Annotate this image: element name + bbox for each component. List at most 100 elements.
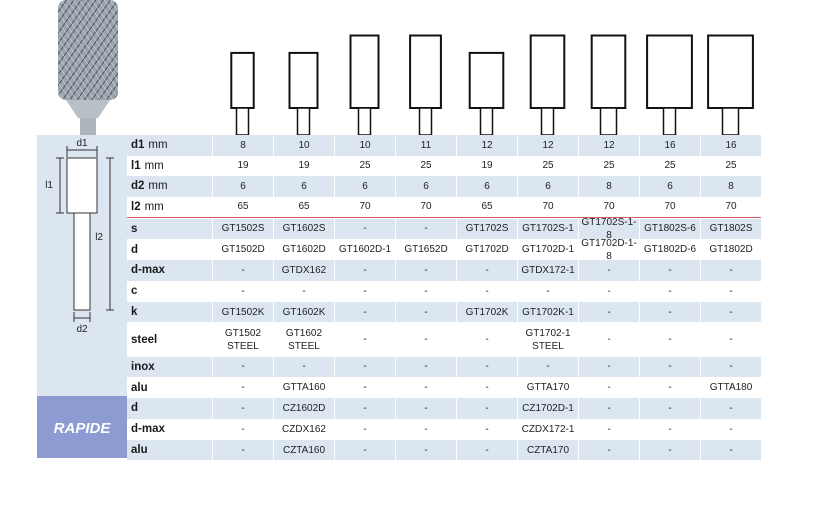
cell: 16 bbox=[700, 135, 761, 156]
unit: mm bbox=[144, 200, 164, 213]
row-label: d bbox=[127, 398, 212, 419]
rapide-label: RAPIDE bbox=[54, 420, 112, 437]
cell: 12 bbox=[456, 135, 517, 156]
tool-shank bbox=[235, 107, 250, 136]
label-text: d2 bbox=[131, 180, 145, 193]
cell: GT1702K bbox=[456, 301, 517, 323]
diagram-label: l2 bbox=[95, 232, 103, 243]
tool-shank bbox=[540, 107, 555, 136]
cell: 6 bbox=[456, 176, 517, 197]
row-label: l1 mm bbox=[127, 155, 212, 176]
diagram-label: d1 bbox=[76, 138, 88, 149]
cell: GT1602D bbox=[273, 239, 334, 261]
tool-head bbox=[288, 51, 319, 109]
cell: GT1702D bbox=[456, 239, 517, 261]
cell: 70 bbox=[517, 196, 578, 217]
cell: GT1702D-1-8 bbox=[578, 238, 639, 262]
cell: 10 bbox=[273, 135, 334, 156]
label-text: s bbox=[131, 222, 138, 235]
cell: 25 bbox=[639, 155, 700, 176]
cell: - bbox=[578, 398, 639, 419]
cell: - bbox=[639, 322, 700, 357]
cell: 25 bbox=[334, 155, 395, 176]
cell: - bbox=[334, 280, 395, 302]
tool-shank bbox=[296, 107, 311, 136]
cell: - bbox=[395, 439, 456, 461]
label-text: alu bbox=[131, 444, 148, 457]
cell: 11 bbox=[395, 135, 456, 156]
cell: - bbox=[212, 356, 273, 378]
cell: - bbox=[395, 398, 456, 419]
cell: GT1702-1 STEEL bbox=[517, 322, 578, 357]
tool-head bbox=[590, 34, 627, 109]
cell: - bbox=[334, 218, 395, 240]
cell: - bbox=[456, 418, 517, 440]
label-text: inox bbox=[131, 360, 155, 373]
cell: 12 bbox=[578, 135, 639, 156]
cell: - bbox=[578, 301, 639, 323]
label-text: d bbox=[131, 243, 139, 256]
row-label: d-max bbox=[127, 418, 212, 440]
unit: mm bbox=[148, 139, 168, 152]
cell: GT1502D bbox=[212, 239, 273, 261]
cell: 6 bbox=[395, 176, 456, 197]
label-text: d-max bbox=[131, 264, 165, 277]
cell: - bbox=[700, 439, 761, 461]
cell: 19 bbox=[456, 155, 517, 176]
cell: - bbox=[578, 418, 639, 440]
cell: 19 bbox=[212, 155, 273, 176]
cell: - bbox=[578, 356, 639, 378]
cell: - bbox=[395, 377, 456, 399]
cell: GT1702D-1 bbox=[517, 239, 578, 261]
cell: GT1502 STEEL bbox=[212, 322, 273, 357]
cell: 25 bbox=[578, 155, 639, 176]
cell: - bbox=[334, 377, 395, 399]
cell: GT1802D bbox=[700, 239, 761, 261]
cell: - bbox=[456, 322, 517, 357]
cell: - bbox=[700, 398, 761, 419]
cell: 10 bbox=[334, 135, 395, 156]
cell: GTTA180 bbox=[700, 377, 761, 399]
cell: - bbox=[456, 280, 517, 302]
cell: 25 bbox=[700, 155, 761, 176]
cell: 6 bbox=[273, 176, 334, 197]
cell: - bbox=[395, 218, 456, 240]
tool-shank bbox=[662, 107, 677, 136]
cell: - bbox=[639, 377, 700, 399]
cell: - bbox=[639, 398, 700, 419]
cell: - bbox=[395, 301, 456, 323]
tool-head bbox=[646, 34, 693, 109]
cell: 70 bbox=[395, 196, 456, 217]
cell: GT1802S-6 bbox=[639, 218, 700, 240]
cell: 8 bbox=[212, 135, 273, 156]
tool-head bbox=[529, 34, 566, 109]
cell: - bbox=[395, 260, 456, 281]
cell: GT1702S bbox=[456, 218, 517, 240]
cell: - bbox=[395, 322, 456, 357]
row-label: k bbox=[127, 301, 212, 323]
label-text: l1 bbox=[131, 159, 141, 172]
cell: - bbox=[700, 280, 761, 302]
cell: GTTA160 bbox=[273, 377, 334, 399]
cell: - bbox=[700, 418, 761, 440]
cell: - bbox=[212, 418, 273, 440]
cell: CZ1702D-1 bbox=[517, 398, 578, 419]
row-label: d1 mm bbox=[127, 135, 212, 156]
cell: - bbox=[456, 377, 517, 399]
cell: GTDX162 bbox=[273, 260, 334, 281]
cell: 65 bbox=[456, 196, 517, 217]
cell: 70 bbox=[639, 196, 700, 217]
cell: 70 bbox=[578, 196, 639, 217]
cell: - bbox=[700, 301, 761, 323]
cell: - bbox=[273, 280, 334, 302]
cell: - bbox=[212, 280, 273, 302]
row-label: d-max bbox=[127, 260, 212, 281]
row-label: alu bbox=[127, 439, 212, 461]
tool-shank bbox=[479, 107, 494, 136]
cell: - bbox=[517, 356, 578, 378]
cell: - bbox=[334, 418, 395, 440]
cell: 6 bbox=[517, 176, 578, 197]
cell: - bbox=[517, 280, 578, 302]
label-text: alu bbox=[131, 381, 148, 394]
diagram-label: d2 bbox=[76, 324, 88, 335]
